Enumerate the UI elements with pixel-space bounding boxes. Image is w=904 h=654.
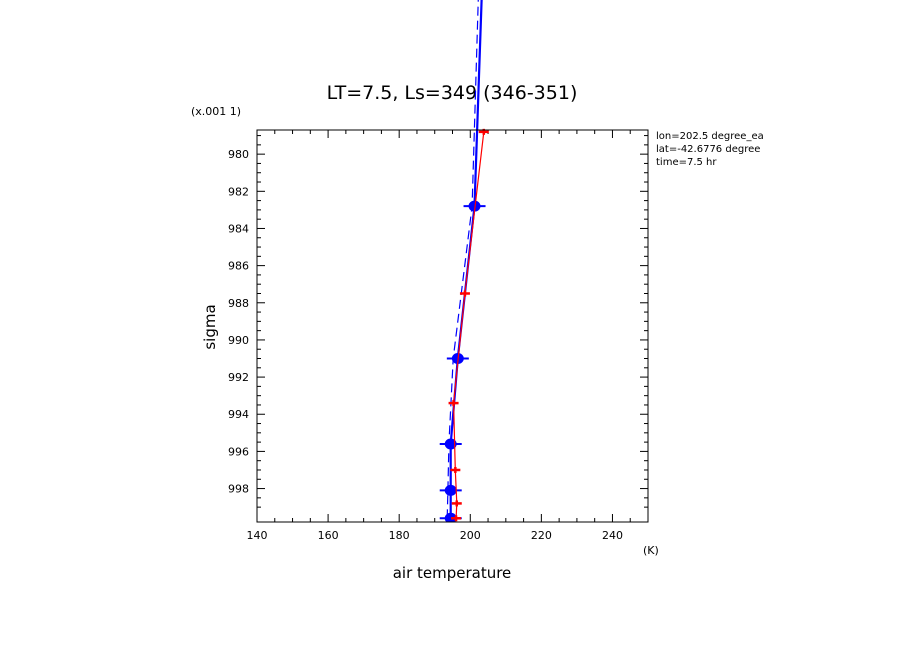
y-tick-label: 992	[228, 371, 249, 384]
y-scale-note: (x.001 1)	[191, 105, 241, 118]
y-tick-label: 982	[228, 185, 249, 198]
plot-frame	[256, 129, 649, 523]
y-tick-label: 998	[228, 483, 249, 496]
y-tick-label: 984	[228, 222, 249, 235]
y-tick-label: 988	[228, 297, 249, 310]
x-tick-label: 180	[389, 529, 410, 542]
series-line-0	[449, 0, 483, 519]
x-tick-label: 160	[318, 529, 339, 542]
x-tick-label: 200	[460, 529, 481, 542]
x-tick-label: 240	[602, 529, 623, 542]
series-line-2	[452, 131, 485, 519]
axis-ticks: 140 160 180 200 220 240 980 982 984 986 988 990 992 9…	[228, 130, 648, 542]
y-tick-label: 980	[228, 148, 249, 161]
y-axis-label: sigma	[201, 304, 219, 349]
y-tick-label: 990	[228, 334, 249, 347]
x-tick-label: 220	[531, 529, 552, 542]
x-tick-label: 140	[247, 529, 268, 542]
y-tick-label: 986	[228, 260, 249, 273]
x-unit-label: (K)	[643, 544, 659, 557]
chart-title: LT=7.5, Ls=349 (346-351)	[327, 82, 578, 104]
annotation-lon: lon=202.5 degree_ea	[656, 131, 764, 142]
y-tick-label: 994	[228, 408, 249, 421]
annotation-lat: lat=-42.6776 degree	[656, 144, 760, 155]
series-layer	[439, 0, 489, 522]
x-axis-label: air temperature	[393, 564, 512, 582]
y-tick-label: 996	[228, 445, 249, 458]
annotation-time: time=7.5 hr	[656, 157, 717, 168]
series-line-1	[446, 0, 479, 519]
